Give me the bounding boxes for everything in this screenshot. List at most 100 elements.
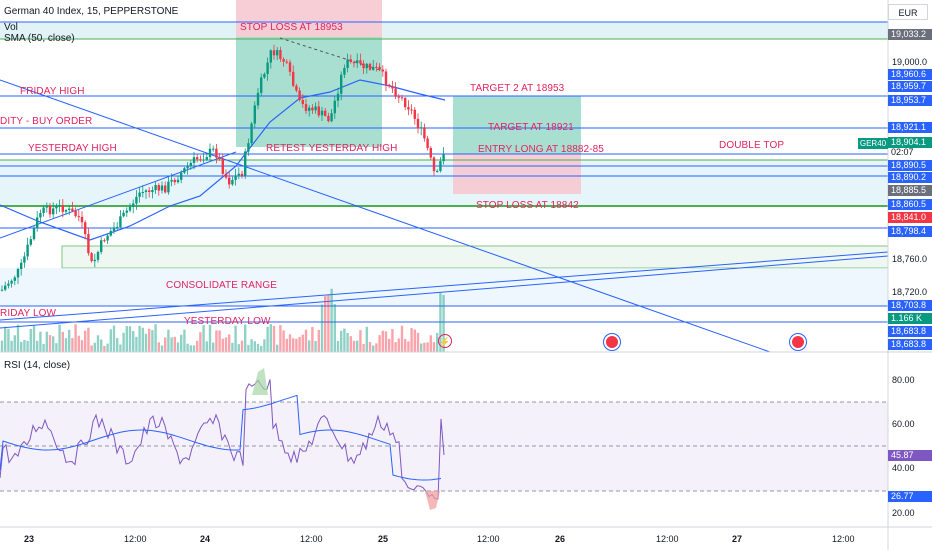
- candle-body: [167, 181, 170, 193]
- trendline-long-1: [0, 255, 889, 329]
- annotation-double-top[interactable]: DOUBLE TOP: [719, 140, 785, 151]
- candle-body: [26, 244, 29, 257]
- volume-bar: [269, 324, 272, 352]
- candle-body: [199, 159, 202, 161]
- rsi-ma-line: [0, 394, 442, 481]
- annotation-retest-yesterday-high[interactable]: RETEST YESTERDAY HIGH: [266, 143, 398, 154]
- volume-bar: [189, 345, 192, 352]
- candle-body: [420, 127, 423, 129]
- volume-bar: [365, 326, 368, 352]
- annotation-target-2[interactable]: TARGET 2 AT 18953: [470, 83, 565, 94]
- candle-body: [314, 106, 317, 111]
- price-tick: 18,760.0: [892, 254, 928, 264]
- candle-body: [208, 148, 212, 158]
- candle-body: [352, 61, 356, 64]
- lightning-icon[interactable]: ⚡: [438, 334, 452, 348]
- volume-bar: [260, 345, 263, 352]
- volume-bar: [39, 331, 42, 352]
- price-badge: 18,890.2: [888, 172, 932, 183]
- candle-body: [269, 50, 272, 63]
- annotation-friday-low[interactable]: RIDAY LOW: [0, 308, 57, 319]
- annotation-yesterday-low[interactable]: YESTERDAY LOW: [184, 316, 271, 327]
- short-stop-zone[interactable]: [236, 0, 382, 37]
- annotation-friday-high[interactable]: FRIDAY HIGH: [20, 86, 85, 97]
- candle-body: [224, 173, 228, 178]
- candle-body: [221, 159, 224, 174]
- rsi-legend[interactable]: RSI (14, close): [4, 360, 71, 371]
- price-badge: 19,033.2: [888, 29, 932, 40]
- volume-bar: [87, 327, 90, 352]
- volume-bar: [356, 340, 359, 352]
- candle-body: [327, 115, 330, 122]
- candle-body: [7, 283, 10, 286]
- volume-bar: [250, 339, 253, 352]
- volume-bar: [314, 341, 317, 352]
- volume-bar: [384, 331, 388, 352]
- candle-body: [231, 179, 234, 185]
- annotation-target-1[interactable]: TARGET AT 18921: [488, 122, 574, 133]
- time-tick: 12:00: [300, 534, 323, 544]
- volume-bar: [138, 325, 141, 352]
- currency-button[interactable]: EUR: [888, 4, 928, 20]
- volume-bar: [116, 338, 119, 352]
- candle-body: [423, 127, 426, 139]
- volume-bar: [426, 342, 429, 352]
- candle-body: [407, 107, 410, 110]
- candle-body: [93, 259, 96, 262]
- volume-bar: [292, 338, 295, 352]
- volume-bar: [52, 336, 55, 352]
- volume-bar: [77, 335, 80, 352]
- volume-bar: [218, 330, 221, 352]
- volume-bar: [61, 331, 64, 352]
- candle-body: [404, 97, 407, 108]
- sma-legend[interactable]: SMA (50, close): [4, 33, 75, 44]
- volume-bar: [132, 331, 135, 352]
- volume-bar: [442, 294, 445, 352]
- candle-body: [413, 109, 416, 119]
- long-stop-zone[interactable]: [453, 154, 581, 194]
- candle-body: [52, 208, 55, 215]
- annotation-liquidity-buy-order[interactable]: DITY - BUY ORDER: [0, 116, 93, 127]
- candle-body: [362, 63, 365, 69]
- candle-body: [100, 240, 103, 252]
- annotation-entry-long[interactable]: ENTRY LONG AT 18882-85: [478, 144, 604, 155]
- volume-bar: [333, 304, 336, 352]
- symbol-title[interactable]: German 40 Index, 15, PEPPERSTONE: [4, 6, 179, 17]
- volume-bar: [362, 343, 365, 352]
- candle-body: [260, 77, 263, 93]
- annotation-stop-loss-top[interactable]: STOP LOSS AT 18953: [240, 22, 343, 33]
- annotation-stop-loss-bottom[interactable]: STOP LOSS AT 18842: [476, 200, 579, 211]
- candle-body: [317, 106, 320, 116]
- volume-bar: [256, 343, 260, 352]
- volume-bar: [343, 328, 346, 352]
- economic-event-icon[interactable]: [604, 334, 620, 350]
- annotation-consolidate-range[interactable]: CONSOLIDATE RANGE: [166, 280, 277, 291]
- volume-bar: [320, 304, 324, 352]
- candle-body: [375, 66, 378, 68]
- candle-body: [397, 96, 400, 98]
- candle-body: [439, 161, 442, 172]
- volume-bar: [263, 339, 266, 352]
- volume-bar: [244, 324, 247, 352]
- economic-event-icon[interactable]: [790, 334, 806, 350]
- long-target-zone[interactable]: [453, 96, 581, 154]
- volume-bar: [397, 338, 400, 352]
- volume-legend[interactable]: Vol: [4, 22, 18, 33]
- price-badge: 18,683.8: [888, 339, 932, 350]
- candle-body: [0, 289, 4, 291]
- candle-body: [263, 73, 266, 78]
- time-tick: 26: [555, 534, 566, 544]
- volume-bar: [330, 288, 333, 352]
- volume-bar: [183, 329, 186, 352]
- candle-body: [87, 234, 90, 254]
- annotation-yesterday-high[interactable]: YESTERDAY HIGH: [28, 143, 117, 154]
- time-tick: 25: [378, 534, 389, 544]
- volume-bar: [439, 292, 442, 352]
- volume-bar: [151, 330, 154, 352]
- volume-bar: [13, 335, 16, 352]
- time-tick: 12:00: [656, 534, 679, 544]
- rsi-overbought-fill: [252, 368, 268, 395]
- price-badge: 18,683.8: [888, 326, 932, 337]
